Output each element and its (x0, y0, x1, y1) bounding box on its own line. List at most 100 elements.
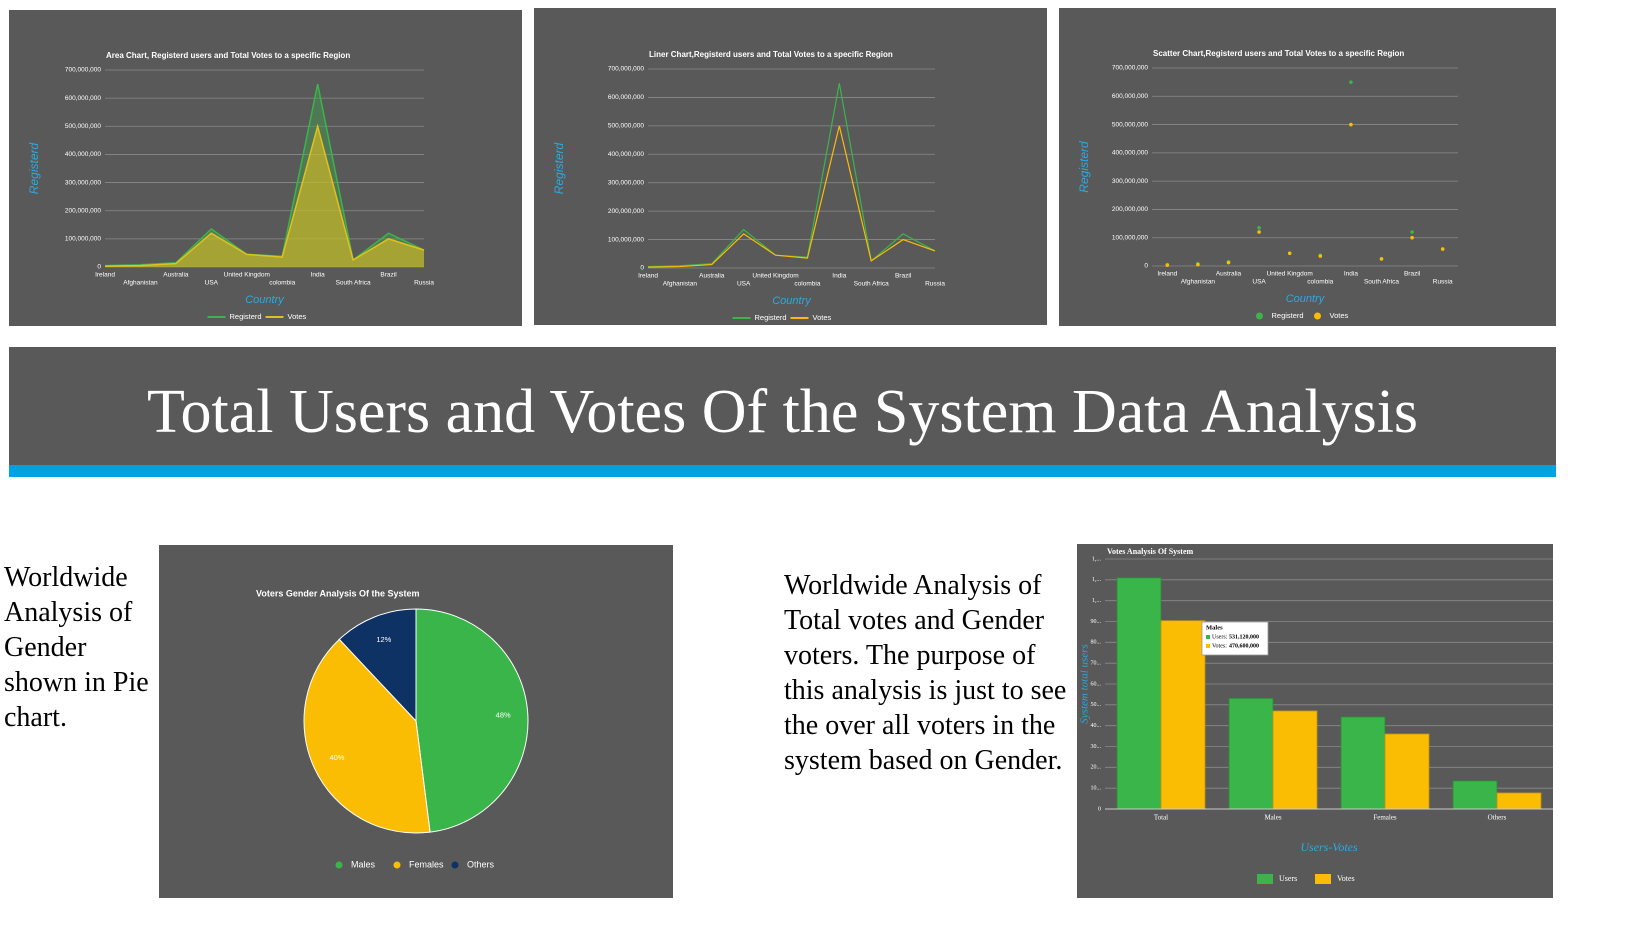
x-axis-title: Country (245, 294, 285, 306)
legend-swatch (1315, 874, 1331, 884)
banner: Total Users and Votes Of the System Data… (9, 347, 1556, 477)
x-tick-label: Males (1264, 814, 1281, 822)
point (1165, 263, 1170, 267)
x-tick-label: Australia (163, 272, 189, 279)
legend-label: Registerd (755, 313, 787, 322)
bar (1340, 716, 1386, 810)
line (104, 123, 425, 267)
tooltip-label: Users: (1212, 634, 1228, 640)
area (105, 84, 424, 267)
y-tick-label: 80... (1091, 640, 1102, 646)
legend-label: Votes (813, 313, 832, 322)
chart-title: Liner Chart,Registerd users and Total Vo… (649, 50, 893, 59)
x-tick-label: United Kingdom (1267, 271, 1313, 278)
bar (1228, 697, 1274, 810)
legend-swatch (1314, 312, 1321, 320)
y-tick-label: 0 (1144, 263, 1148, 270)
y-tick-label: 0 (97, 264, 101, 271)
banner-title: Total Users and Votes Of the System Data… (146, 378, 1419, 446)
chart: 0 10... 20... 30... 40... 50... 60... 70... 80..… (1077, 544, 1553, 898)
y-tick-label: 700,000,000 (608, 66, 645, 73)
x-tick-label: South Africa (336, 280, 371, 287)
x-tick-label: India (832, 273, 846, 280)
y-tick-label: 90... (1091, 619, 1102, 625)
x-tick-label: Australia (1216, 271, 1242, 278)
x-tick-label: USA (205, 280, 219, 287)
x-tick-label: Afghanistan (663, 281, 698, 288)
tooltip-label: Votes: (1212, 643, 1227, 649)
tooltip-value: 531,120,000 (1229, 634, 1259, 640)
x-axis-title: Country (1286, 293, 1326, 305)
x-tick-label: colombia (1307, 279, 1333, 286)
y-tick-label: 1,... (1092, 598, 1102, 604)
x-tick-label: Australia (699, 273, 725, 280)
x-tick-label: Total (1154, 814, 1168, 822)
x-tick-label: Brazil (380, 272, 397, 279)
legend-swatch (335, 861, 343, 869)
legend-swatch (1257, 874, 1273, 884)
x-axis-title: Users-Votes (1300, 840, 1358, 854)
chart: 0 100,000,000 200,000,000 300,000,000 400,00… (534, 8, 1047, 325)
legend-swatch (451, 861, 459, 869)
x-tick-label: Afghanistan (1181, 279, 1216, 286)
y-tick-label: 10... (1091, 786, 1102, 792)
banner-stripe (9, 465, 1556, 477)
y-axis-title: System total users (1079, 644, 1091, 723)
point (1410, 235, 1414, 240)
y-tick-label: 70... (1091, 661, 1102, 667)
x-tick-label: Ireland (638, 273, 658, 280)
paragraph: Worldwide Analysis of Gender shown in Pi… (4, 562, 149, 733)
x-tick-label: Brazil (1404, 271, 1421, 278)
y-tick-label: 1,... (1092, 556, 1102, 562)
tooltip-swatch (1206, 635, 1210, 639)
y-axis-title: Registerd (27, 142, 41, 194)
x-tick-label: Russia (1433, 279, 1453, 286)
bar (1384, 733, 1430, 810)
pie-slice (303, 638, 431, 834)
y-tick-label: 100,000,000 (1112, 234, 1149, 241)
point (1318, 254, 1323, 258)
legend-label: Votes (1330, 311, 1349, 320)
tooltip-title: Males (1206, 624, 1223, 631)
y-tick-label: 500,000,000 (65, 123, 102, 130)
bar (1452, 780, 1498, 810)
y-tick-label: 300,000,000 (65, 179, 102, 186)
y-tick-label: 50... (1091, 702, 1102, 708)
tooltip (1201, 621, 1269, 656)
x-tick-label: South Africa (1364, 279, 1399, 286)
legend-label: Females (409, 859, 444, 869)
x-tick-label: colombia (269, 280, 295, 287)
legend-label: Users (1279, 874, 1297, 883)
bar (1160, 620, 1206, 810)
point (1196, 262, 1200, 267)
point (1440, 247, 1445, 251)
area (105, 126, 424, 268)
point (1349, 122, 1353, 127)
line (104, 83, 425, 267)
legend-label: Registerd (230, 312, 262, 321)
line (647, 125, 936, 268)
bar (1272, 710, 1318, 810)
x-tick-label: Russia (414, 280, 434, 287)
y-tick-label: 600,000,000 (608, 94, 645, 101)
y-tick-label: 700,000,000 (65, 67, 102, 74)
y-tick-label: 1,... (1092, 577, 1102, 583)
chart: 0 100,000,000 200,000,000 300,000,000 400,00… (9, 10, 522, 326)
chart-title: Votes Analysis Of System (1107, 547, 1193, 556)
y-tick-label: 300,000,000 (608, 179, 645, 186)
y-tick-label: 200,000,000 (65, 207, 102, 214)
pie-slice (338, 608, 417, 723)
legend-label: Others (467, 859, 495, 869)
slice-label: 12% (376, 635, 391, 644)
x-tick-label: India (1344, 271, 1358, 278)
legend-label: Votes (1337, 874, 1355, 883)
y-tick-label: 700,000,000 (1112, 65, 1149, 72)
x-tick-label: Females (1373, 814, 1397, 822)
y-tick-label: 300,000,000 (1112, 178, 1149, 185)
bar (1116, 577, 1162, 810)
point (1349, 80, 1353, 84)
x-tick-label: Afghanistan (123, 280, 158, 287)
legend-label: Males (351, 859, 376, 869)
legend-swatch (393, 861, 401, 869)
